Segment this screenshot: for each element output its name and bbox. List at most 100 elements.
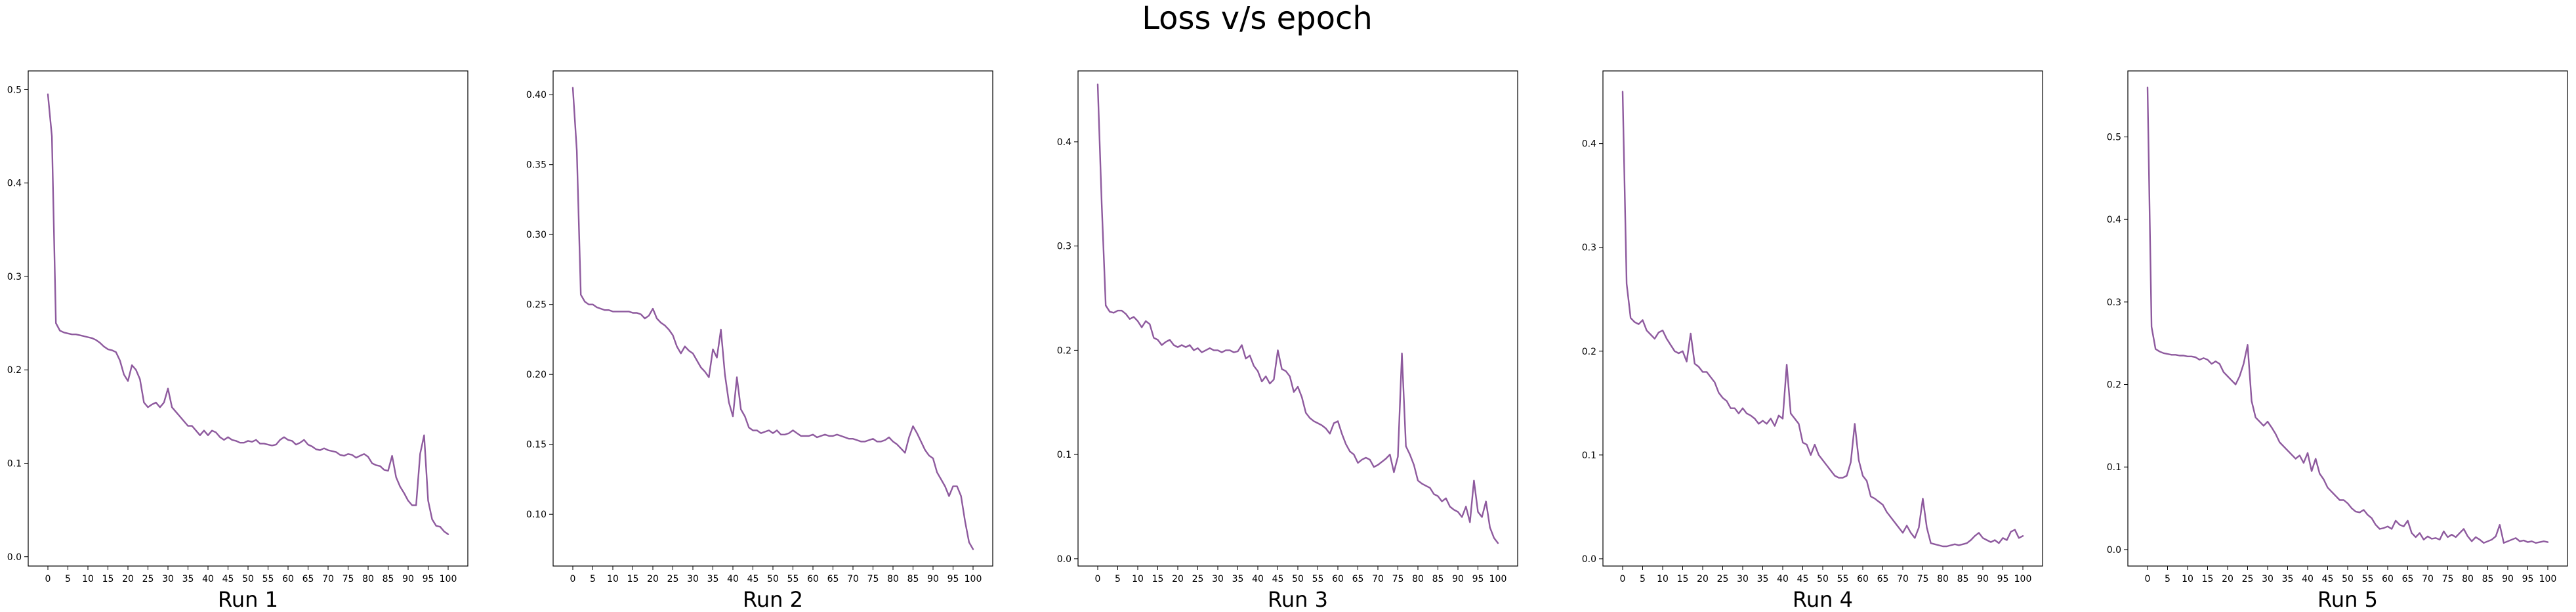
x-tick-label: 10 [2182, 574, 2193, 584]
loss-series-line [1096, 83, 1499, 544]
x-tick-label: 30 [1737, 574, 1749, 584]
x-tick-label: 60 [282, 574, 294, 584]
y-tick-label: 0.1 [1057, 450, 1071, 460]
x-tick-label: 30 [162, 574, 174, 584]
x-tick-label: 5 [65, 574, 71, 584]
x-tick-label: 50 [2342, 574, 2354, 584]
x-tick-label: 85 [1957, 574, 1969, 584]
y-tick-label: 0.35 [526, 160, 547, 171]
y-tick-label: 0.0 [1582, 554, 1596, 565]
x-tick-label: 50 [1817, 574, 1829, 584]
loss-series-line [2146, 86, 2549, 544]
y-tick-label: 0.3 [7, 272, 22, 282]
y-tick-label: 0.3 [2107, 297, 2121, 308]
x-tick-label: 65 [2402, 574, 2414, 584]
x-tick-label: 75 [343, 574, 354, 584]
x-tick-label: 60 [807, 574, 819, 584]
x-axis-label: Run 2 [743, 587, 803, 612]
loss-series-line [47, 93, 449, 535]
x-tick-label: 0 [2145, 574, 2151, 584]
x-tick-label: 50 [767, 574, 779, 584]
x-tick-label: 5 [1115, 574, 1121, 584]
x-tick-label: 10 [1132, 574, 1144, 584]
x-tick-label: 55 [1837, 574, 1849, 584]
chart-panel-5: 0 5 10 15 20 25 30 35 40 45 50 55 60 65 70 75 80 85 90 95 10… [2107, 70, 2568, 612]
x-tick-label: 70 [2422, 574, 2434, 584]
x-tick-label: 95 [1997, 574, 2009, 584]
x-tick-label: 30 [2262, 574, 2274, 584]
x-tick-label: 100 [2014, 574, 2032, 584]
x-tick-label: 35 [2282, 574, 2294, 584]
x-tick-label: 5 [2165, 574, 2171, 584]
x-axis-label: Run 4 [1793, 587, 1853, 612]
x-axis-label: Run 5 [2317, 587, 2378, 612]
x-tick-label: 5 [1640, 574, 1646, 584]
x-tick-label: 0 [570, 574, 576, 584]
x-tick-label: 65 [1877, 574, 1889, 584]
x-tick-label: 65 [827, 574, 839, 584]
x-tick-label: 70 [847, 574, 859, 584]
x-tick-label: 90 [1977, 574, 1989, 584]
x-tick-label: 95 [1472, 574, 1484, 584]
x-tick-label: 80 [2462, 574, 2474, 584]
x-tick-label: 25 [667, 574, 679, 584]
x-tick-label: 70 [322, 574, 334, 584]
x-tick-label: 90 [1452, 574, 1464, 584]
x-tick-label: 35 [1232, 574, 1244, 584]
y-tick-label: 0.2 [2107, 380, 2121, 391]
x-tick-label: 40 [1777, 574, 1789, 584]
y-tick-label: 0.40 [526, 90, 547, 100]
x-tick-label: 20 [1172, 574, 1184, 584]
x-tick-label: 0 [45, 574, 51, 584]
x-tick-label: 85 [1432, 574, 1444, 584]
x-tick-label: 90 [927, 574, 939, 584]
x-tick-label: 95 [2522, 574, 2534, 584]
x-tick-label: 50 [242, 574, 254, 584]
y-tick-label: 0.3 [1582, 243, 1596, 253]
x-tick-label: 15 [627, 574, 639, 584]
x-tick-label: 40 [1252, 574, 1264, 584]
y-tick-label: 0.5 [2107, 133, 2121, 143]
x-tick-label: 0 [1620, 574, 1626, 584]
y-tick-label: 0.0 [2107, 545, 2121, 556]
y-tick-label: 0.1 [7, 459, 22, 470]
x-tick-label: 50 [1292, 574, 1304, 584]
x-tick-label: 10 [607, 574, 619, 584]
x-tick-label: 75 [1917, 574, 1929, 584]
x-tick-label: 45 [1797, 574, 1809, 584]
x-axis-label: Run 1 [218, 587, 278, 612]
x-tick-label: 95 [947, 574, 959, 584]
x-tick-label: 10 [82, 574, 94, 584]
axes-layer: 0 5 10 15 20 25 30 35 40 45 50 55 60 65 70 75 80 85 90 95 10… [7, 70, 2568, 612]
y-tick-label: 0.2 [1057, 345, 1071, 356]
y-tick-label: 0.15 [526, 440, 547, 450]
y-tick-label: 0.3 [1057, 242, 1071, 252]
chart-panel-3: 0 5 10 15 20 25 30 35 40 45 50 55 60 65 70 75 80 85 90 95 10… [1057, 70, 1518, 612]
x-tick-label: 40 [2302, 574, 2314, 584]
y-tick-label: 0.1 [1582, 450, 1596, 461]
x-tick-label: 70 [1372, 574, 1384, 584]
y-tick-label: 0.0 [7, 552, 22, 563]
y-tick-label: 0.20 [526, 370, 547, 380]
x-tick-label: 90 [2502, 574, 2514, 584]
x-tick-label: 80 [887, 574, 899, 584]
x-tick-label: 80 [1412, 574, 1424, 584]
x-tick-label: 80 [362, 574, 374, 584]
x-tick-label: 60 [1332, 574, 1344, 584]
y-tick-label: 0.4 [1057, 137, 1071, 148]
x-tick-label: 35 [182, 574, 194, 584]
x-tick-label: 85 [2482, 574, 2494, 584]
x-tick-label: 15 [2202, 574, 2214, 584]
y-tick-label: 0.5 [7, 85, 22, 95]
x-tick-label: 35 [1757, 574, 1769, 584]
chart-panel-4: 0 5 10 15 20 25 30 35 40 45 50 55 60 65 70 75 80 85 90 95 10… [1582, 70, 2043, 612]
x-tick-label: 95 [423, 574, 434, 584]
x-tick-label: 20 [647, 574, 659, 584]
x-tick-label: 10 [1657, 574, 1669, 584]
x-tick-label: 20 [1697, 574, 1709, 584]
x-tick-label: 80 [1937, 574, 1949, 584]
x-tick-label: 45 [222, 574, 234, 584]
x-tick-label: 60 [2382, 574, 2394, 584]
x-tick-label: 75 [2442, 574, 2454, 584]
